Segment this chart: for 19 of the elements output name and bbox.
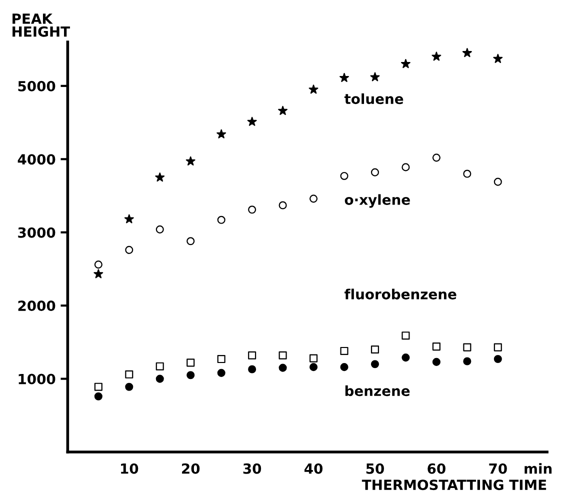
series-label: toluene [344, 93, 404, 104]
y-tick-label: 5000 [18, 80, 56, 92]
x-axis-title: THERMOSTATTING TIME [362, 480, 546, 490]
x-tick-label: 60 [428, 463, 446, 474]
y-tick-label: 1000 [18, 374, 56, 384]
x-tick-label: 40 [304, 463, 323, 474]
x-tick-label: 20 [182, 463, 200, 474]
x-tick-label: 30 [243, 463, 262, 474]
text: min [524, 463, 552, 474]
y-tick-label: 3000 [18, 227, 56, 238]
y-tick-label: 4000 [18, 154, 56, 165]
x-tick-label: 70 [489, 463, 507, 474]
series-label: o·xylene [344, 194, 410, 208]
x-tick-label: 50 [366, 463, 384, 474]
series-label: benzene [345, 385, 410, 396]
text: fluorobenzene [344, 288, 456, 300]
y-tick-label: 2000 [18, 300, 56, 312]
x-tick-label: 10 [121, 463, 138, 474]
y-axis-title: PEAK HEIGHT [12, 14, 70, 37]
